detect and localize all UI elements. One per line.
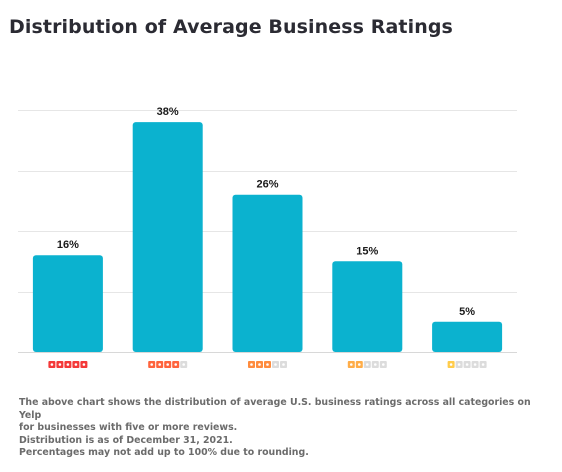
star-glyph-icon xyxy=(174,363,177,366)
star-glyph-icon xyxy=(158,363,161,366)
bar-value-label: 15% xyxy=(356,245,378,257)
star-glyph-icon xyxy=(150,363,153,366)
star-glyph-icon xyxy=(473,363,477,366)
bar-value-label: 26% xyxy=(256,179,278,191)
footnote-line: The above chart shows the distribution o… xyxy=(19,397,531,421)
footnote-line: Distribution is as of December 31, 2021. xyxy=(19,434,233,446)
star-glyph-icon xyxy=(457,363,461,366)
bar-chart: 16% 38% 26% 15% 5% xyxy=(18,106,517,368)
chart-bar xyxy=(32,255,103,352)
star-glyph-icon xyxy=(274,363,277,366)
star-glyph-icon xyxy=(366,363,369,366)
star-glyph-icon xyxy=(66,363,70,366)
star-glyph-icon xyxy=(282,363,285,366)
bar-value-label: 16% xyxy=(57,239,79,251)
star-glyph-icon xyxy=(182,363,185,366)
star-glyph-icon xyxy=(74,363,78,366)
star-glyph-icon xyxy=(358,363,361,366)
star-glyph-icon xyxy=(50,363,54,366)
bar-value-label: 38% xyxy=(157,106,179,118)
star-glyph-icon xyxy=(82,363,86,366)
chart-bar xyxy=(332,261,403,352)
star-glyph-icon xyxy=(374,363,377,366)
chart-footnote: The above chart shows the distribution o… xyxy=(19,397,544,460)
chart-bar xyxy=(132,122,203,352)
chart-bar xyxy=(432,321,503,352)
star-glyph-icon xyxy=(266,363,269,366)
chart-bar xyxy=(232,194,303,352)
star-glyph-icon xyxy=(481,363,485,366)
chart-title: Distribution of Average Business Ratings xyxy=(9,16,453,38)
star-glyph-icon xyxy=(382,363,385,366)
star-glyph-icon xyxy=(350,363,353,366)
star-glyph-icon xyxy=(449,363,453,366)
footnote-line: Percentages may not add up to 100% due t… xyxy=(19,447,309,458)
star-glyph-icon xyxy=(166,363,169,366)
footnote-line: for businesses with five or more reviews… xyxy=(19,422,238,433)
star-glyph-icon xyxy=(465,363,469,366)
star-glyph-icon xyxy=(250,363,253,366)
star-glyph-icon xyxy=(58,363,62,366)
star-glyph-icon xyxy=(258,363,261,366)
bar-value-label: 5% xyxy=(459,306,475,318)
